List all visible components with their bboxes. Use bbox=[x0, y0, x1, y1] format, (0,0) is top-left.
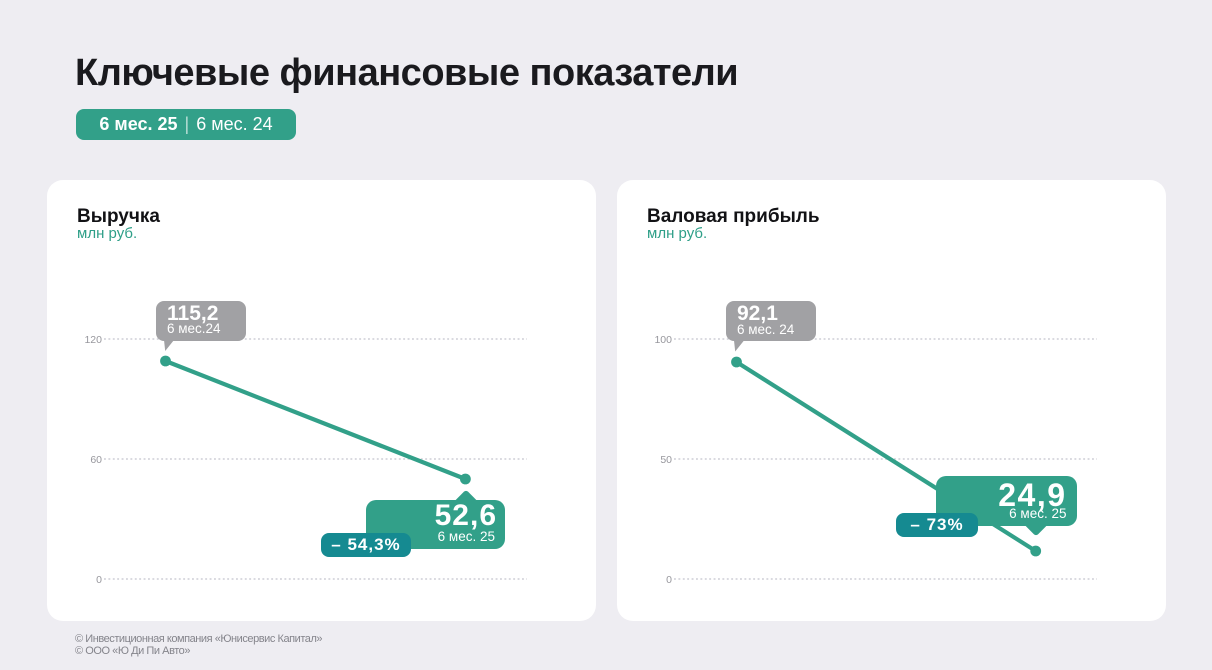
callout-tail bbox=[164, 340, 174, 351]
callout-tail bbox=[734, 340, 744, 352]
revenue-card: Выручка млн руб. 120 60 0 115,2 6 мес.24… bbox=[47, 180, 596, 621]
previous-value-callout: 115,2 6 мес.24 bbox=[156, 300, 246, 351]
card-unit: млн руб. bbox=[77, 225, 138, 242]
current-value: 24,9 bbox=[998, 477, 1067, 513]
previous-period-label: 6 мес. 24 bbox=[737, 321, 795, 337]
copyright-line: © ООО «Ю Ди Пи Авто» bbox=[75, 645, 191, 658]
previous-period-label: 6 мес.24 bbox=[167, 321, 221, 336]
current-period-label: 6 мес. 25 bbox=[1009, 506, 1067, 521]
y-tick-label: 120 bbox=[84, 334, 102, 346]
previous-value: 92,1 bbox=[737, 302, 778, 325]
current-period-label: 6 мес. 25 bbox=[437, 528, 495, 544]
period-current: 6 мес. 25 bbox=[99, 114, 178, 134]
y-tick-label: 0 bbox=[666, 574, 672, 586]
copyright-footer: © Инвестиционная компания «Юнисервис Кап… bbox=[75, 632, 323, 658]
y-tick-label: 0 bbox=[96, 574, 102, 586]
period-previous: 6 мес. 24 bbox=[196, 114, 273, 134]
previous-value-callout: 92,1 6 мес. 24 bbox=[726, 301, 816, 352]
y-tick-label: 60 bbox=[90, 454, 102, 466]
change-badge: – 54,3% bbox=[321, 533, 411, 557]
period-separator: | bbox=[184, 114, 190, 134]
copyright-line: © Инвестиционная компания «Юнисервис Кап… bbox=[75, 632, 323, 645]
card-unit: млн руб. bbox=[647, 225, 708, 242]
line-chart bbox=[674, 338, 1097, 580]
period-badge: 6 мес. 25 | 6 мес. 24 bbox=[76, 109, 296, 140]
card-title: Выручка bbox=[77, 205, 160, 227]
y-tick-label: 100 bbox=[654, 334, 672, 346]
previous-value: 115,2 bbox=[167, 301, 219, 325]
current-value-callout: 52,6 6 мес. 25 bbox=[366, 489, 505, 549]
current-value: 52,6 bbox=[434, 498, 497, 532]
line-chart bbox=[104, 338, 527, 580]
card-title: Валовая прибыль bbox=[647, 205, 820, 227]
change-badge: – 73% bbox=[896, 512, 978, 537]
page-title: Ключевые финансовые показатели bbox=[75, 52, 739, 94]
gross-profit-card: Валовая прибыль млн руб. 100 50 0 92,1 6… bbox=[617, 180, 1166, 621]
y-tick-label: 50 bbox=[660, 454, 672, 466]
